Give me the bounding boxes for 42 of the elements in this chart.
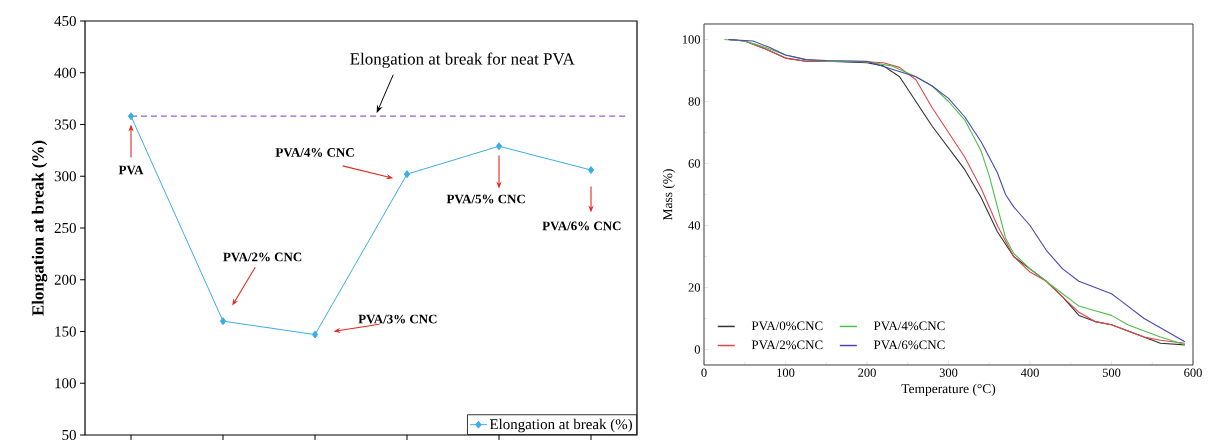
y-tick-label: 50 — [62, 430, 76, 441]
y-tick-label: 20 — [688, 283, 701, 292]
y-tick-label: 100 — [682, 35, 701, 44]
y-tick-label: 100 — [55, 378, 76, 389]
legend-label: Elongation at break (%) — [489, 418, 632, 433]
y-tick-label: 350 — [54, 119, 76, 130]
y-tick-label: 0 — [694, 345, 701, 354]
point — [127, 112, 135, 121]
legend-label: PVA/2%CNC — [751, 340, 823, 350]
annotation: PVA/2% CNC — [223, 252, 302, 262]
ref-line-label: Elongation at break for neat PVA — [350, 52, 575, 69]
y-tick-label: 300 — [54, 171, 76, 182]
point — [219, 317, 227, 326]
annotation: PVA — [118, 165, 144, 175]
x-tick-label: 600 — [1184, 368, 1202, 378]
y-axis-title: Elongation at break (%) — [31, 140, 48, 316]
x-tick-label: 300 — [939, 368, 958, 378]
annotation: PVA/4% CNC — [275, 148, 354, 157]
y-tick-label: 60 — [688, 159, 701, 168]
legend-label: PVA/4%CNC — [873, 321, 945, 331]
point — [311, 330, 319, 339]
y-tick-label: 150 — [55, 326, 76, 337]
annotation: PVA/6% CNC — [542, 221, 621, 231]
x-tick-label: 200 — [858, 368, 876, 378]
legend-label: PVA/6%CNC — [873, 340, 945, 350]
x-tick-label: 400 — [1020, 368, 1039, 378]
point — [403, 170, 411, 179]
point — [587, 166, 595, 175]
annotation: PVA/3% CNC — [358, 314, 437, 324]
x-axis-title: Temperature (°C) — [901, 383, 996, 397]
annotation: PVA/5% CNC — [446, 194, 525, 204]
y-tick-label: 400 — [54, 67, 76, 78]
y-axis-title: Mass (%) — [662, 169, 675, 221]
point — [495, 142, 503, 151]
y-tick-label: 450 — [54, 16, 76, 27]
x-tick-label: 500 — [1102, 368, 1121, 378]
y-tick-label: 250 — [54, 223, 76, 234]
y-tick-label: 80 — [688, 97, 701, 106]
legend-label: PVA/0%CNC — [751, 321, 823, 331]
y-tick-label: 200 — [54, 274, 76, 285]
x-tick-label: 100 — [777, 368, 795, 378]
y-tick-label: 40 — [688, 221, 701, 230]
